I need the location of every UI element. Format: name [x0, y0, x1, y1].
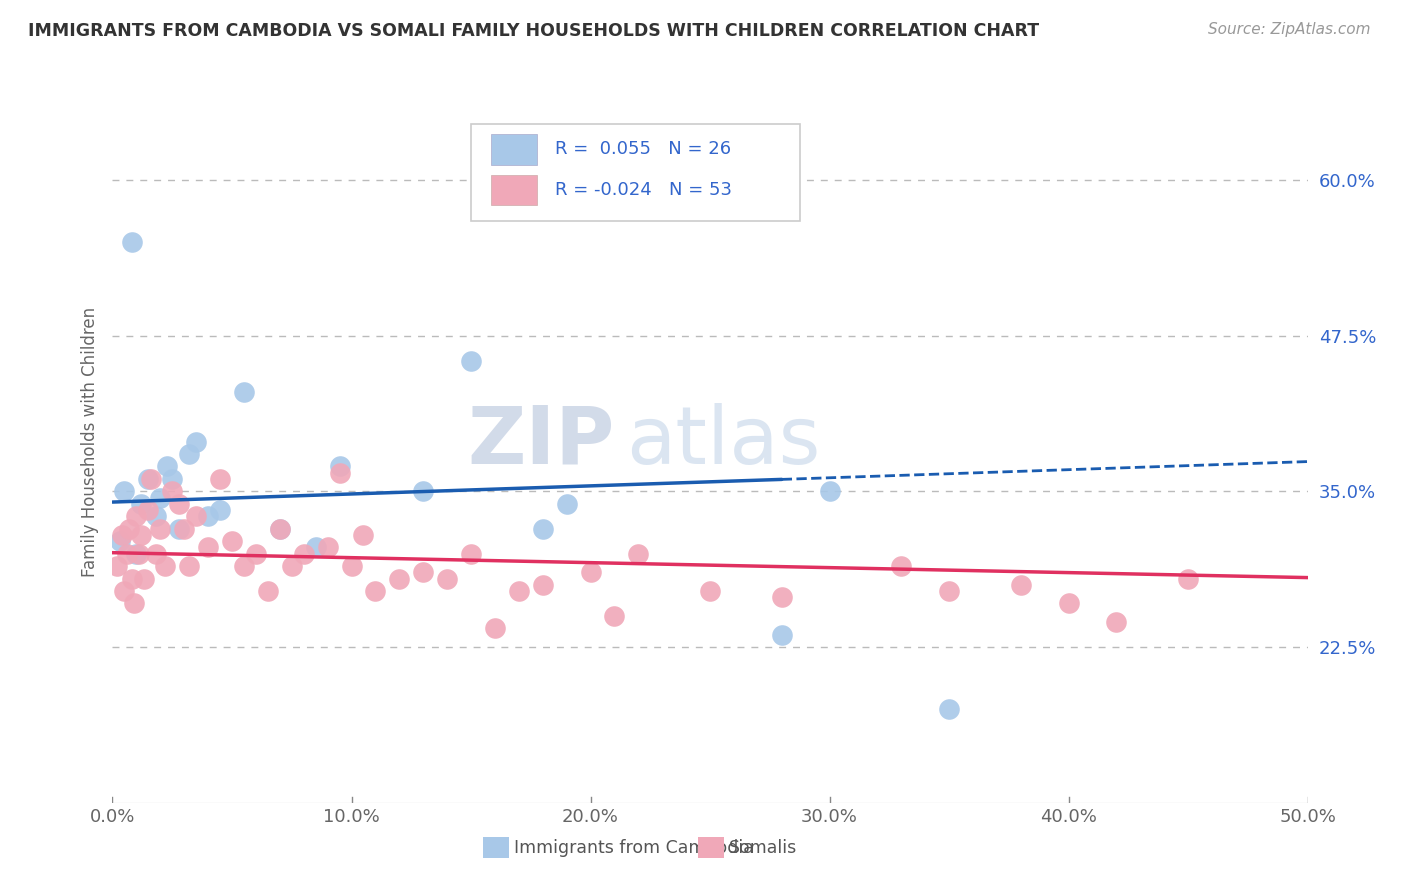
Point: [1010, 578, 1032, 592]
FancyBboxPatch shape: [471, 124, 800, 221]
Point: [145, 547, 167, 561]
Point: [436, 572, 458, 586]
Point: [353, 528, 375, 542]
Bar: [491, 135, 537, 165]
Point: [129, 497, 152, 511]
Point: [245, 547, 267, 561]
Point: [627, 547, 650, 561]
Text: Source: ZipAtlas.com: Source: ZipAtlas.com: [1208, 22, 1371, 37]
Point: [1057, 597, 1080, 611]
Point: [508, 584, 530, 599]
Point: [186, 509, 208, 524]
Point: [114, 484, 135, 499]
Point: [149, 491, 172, 505]
Text: Somalis: Somalis: [730, 838, 797, 856]
Point: [1177, 572, 1199, 586]
Point: [173, 522, 195, 536]
Point: [149, 522, 172, 536]
Point: [209, 472, 232, 486]
Y-axis label: Family Households with Children: Family Households with Children: [80, 307, 98, 576]
Point: [316, 541, 339, 555]
Point: [139, 472, 162, 486]
Point: [818, 484, 841, 499]
Point: [269, 522, 291, 536]
Point: [257, 584, 280, 599]
Point: [555, 497, 578, 511]
Point: [292, 547, 315, 561]
Point: [603, 609, 626, 624]
Point: [412, 484, 434, 499]
Point: [770, 591, 793, 605]
Point: [233, 384, 256, 399]
Point: [121, 235, 143, 250]
Point: [209, 503, 232, 517]
Point: [531, 522, 554, 536]
Point: [132, 572, 155, 586]
Point: [221, 534, 243, 549]
Point: [115, 547, 138, 561]
Point: [169, 497, 191, 511]
Point: [169, 522, 191, 536]
Point: [329, 459, 352, 474]
Point: [770, 627, 793, 641]
Point: [128, 547, 150, 561]
Point: [890, 559, 912, 574]
Point: [156, 459, 179, 474]
Point: [364, 584, 387, 599]
Point: [938, 702, 960, 716]
Point: [1105, 615, 1128, 630]
Point: [269, 522, 291, 536]
Bar: [491, 175, 537, 205]
Point: [105, 559, 128, 574]
Point: [340, 559, 363, 574]
Point: [145, 509, 167, 524]
Point: [122, 597, 145, 611]
Text: IMMIGRANTS FROM CAMBODIA VS SOMALI FAMILY HOUSEHOLDS WITH CHILDREN CORRELATION C: IMMIGRANTS FROM CAMBODIA VS SOMALI FAMIL…: [28, 22, 1039, 40]
Text: ZIP: ZIP: [467, 402, 614, 481]
Point: [138, 503, 160, 517]
Point: [460, 353, 482, 368]
Text: R =  0.055   N = 26: R = 0.055 N = 26: [554, 140, 731, 158]
Point: [484, 621, 506, 635]
Point: [531, 578, 554, 592]
Point: [460, 547, 482, 561]
Point: [111, 528, 134, 542]
Point: [118, 522, 141, 536]
Point: [177, 559, 200, 574]
Point: [388, 572, 411, 586]
Point: [125, 509, 148, 524]
Point: [108, 534, 131, 549]
Point: [233, 559, 256, 574]
Point: [162, 472, 183, 486]
Text: R = -0.024   N = 53: R = -0.024 N = 53: [554, 181, 731, 199]
Point: [699, 584, 721, 599]
Point: [579, 566, 602, 580]
Point: [177, 447, 200, 461]
Point: [197, 541, 219, 555]
Point: [938, 584, 960, 599]
Point: [305, 541, 328, 555]
Point: [281, 559, 304, 574]
Point: [197, 509, 219, 524]
Point: [138, 472, 160, 486]
Bar: [699, 837, 724, 858]
Point: [153, 559, 176, 574]
Point: [162, 484, 183, 499]
Point: [121, 572, 143, 586]
Point: [329, 466, 352, 480]
Point: [125, 547, 148, 561]
Text: atlas: atlas: [627, 402, 821, 481]
Point: [114, 584, 135, 599]
Point: [186, 434, 208, 449]
Bar: [484, 837, 509, 858]
Point: [129, 528, 152, 542]
Text: Immigrants from Cambodia: Immigrants from Cambodia: [515, 838, 754, 856]
Point: [412, 566, 434, 580]
